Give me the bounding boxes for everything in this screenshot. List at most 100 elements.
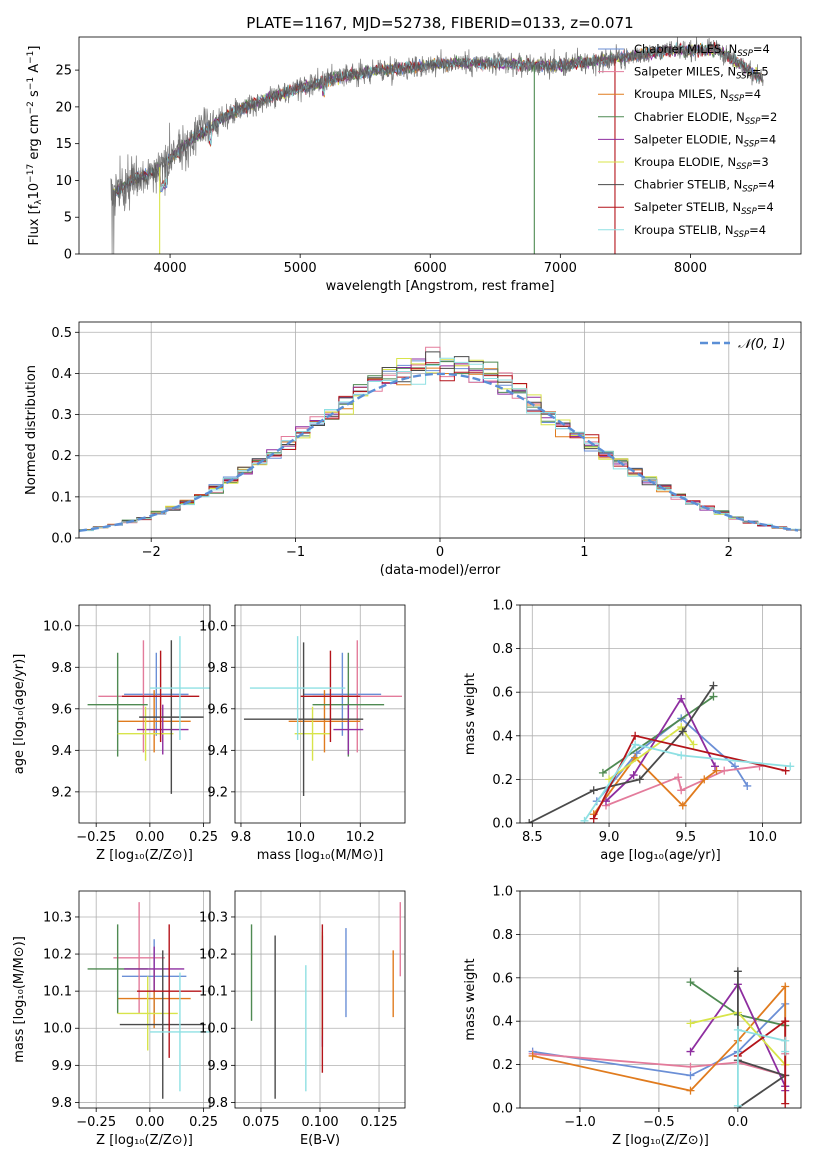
y-tick-label: 9.8 xyxy=(207,661,228,676)
panel-mass_vs_Z: −0.25 0.00 0.25 9.8 9.9 10.0 10.1 10.2 10.3 Z [lo… xyxy=(12,890,218,1148)
legend-subscript: SSP xyxy=(745,117,761,127)
y-tick-label: 0.5 xyxy=(51,326,72,341)
y-label-part: ] xyxy=(27,46,42,51)
point-marker xyxy=(678,727,687,736)
x-tick-label: 8000 xyxy=(674,261,707,276)
y-tick-label: 10.1 xyxy=(43,985,72,1000)
y-label-part: −1 xyxy=(26,77,36,90)
axes-frame xyxy=(519,604,802,824)
legend-value: =4 xyxy=(744,87,761,101)
point-marker xyxy=(580,816,589,823)
legend-text: Kroupa MILES, N xyxy=(634,87,729,101)
legend-value: =4 xyxy=(758,178,775,192)
weight-series xyxy=(737,1028,787,1106)
legend-label: 𝒩(0, 1) xyxy=(738,337,785,352)
panel-age_vs_Z: −0.25 0.00 0.25 9.2 9.4 9.6 9.8 10.0 Z [log₁₀(Z/… xyxy=(12,604,218,863)
panel-spectrum: 4000 5000 6000 7000 8000 0 5 10 15 20 25 wavelength… xyxy=(55,36,802,294)
point-marker xyxy=(686,978,695,987)
x-tick-label: 0 xyxy=(436,545,444,560)
point-marker xyxy=(677,694,686,703)
point-marker xyxy=(689,740,698,749)
y-tick-label: 9.4 xyxy=(51,744,72,759)
x-tick-label: 5000 xyxy=(284,261,317,276)
point-marker xyxy=(589,786,598,795)
legend-text: Kroupa ELODIE, N xyxy=(634,155,736,169)
x-tick-label: −0.5 xyxy=(643,1115,675,1130)
x-tick-label: 0.00 xyxy=(135,1115,164,1130)
panel-weight_vs_age: 8.5 9.0 9.5 10.0 0.0 0.2 0.4 0.6 0.8 1.0 age [log₁… xyxy=(463,599,802,863)
y-tick-label: 10.0 xyxy=(43,1022,72,1037)
legend-subscript: SSP xyxy=(744,139,760,149)
plot-area xyxy=(87,902,210,1099)
point-marker xyxy=(635,775,644,784)
x-tick-label: 6000 xyxy=(414,261,447,276)
y-label-part: −17 xyxy=(26,164,36,183)
panel-mass_vs_ebv: 0.075 0.100 0.125 9.8 9.9 10.0 10.1 10.2 10.3 E(B… xyxy=(199,890,406,1148)
point-marker xyxy=(678,801,687,810)
point-marker xyxy=(743,781,752,790)
weight-series xyxy=(605,696,716,802)
y-tick-label: 0.8 xyxy=(492,642,513,657)
y-label-part: s xyxy=(27,90,42,101)
legend-value: =3 xyxy=(752,155,769,169)
panel-weight_vs_Z: −1.0 −0.5 0.0 0.0 0.2 0.4 0.6 0.8 1.0 Z [log₁₀(Z/… xyxy=(463,885,802,1148)
y-label-part: A xyxy=(27,64,42,77)
legend-label: Kroupa STELIB, NSSP=4 xyxy=(634,223,766,240)
chart-title: PLATE=1167, MJD=52738, FIBERID=0133, z=0… xyxy=(246,14,633,32)
y-tick-label: 15 xyxy=(55,137,72,152)
legend-label: Chabrier ELODIE, NSSP=2 xyxy=(634,110,777,127)
point-marker xyxy=(709,681,718,690)
legend-subscript: SSP xyxy=(736,162,752,172)
plot-area xyxy=(250,902,401,1099)
x-tick-label: 0.0 xyxy=(728,1115,749,1130)
point-marker xyxy=(686,1019,695,1028)
y-tick-label: 0.8 xyxy=(492,928,513,943)
y-tick-label: 9.8 xyxy=(51,1096,72,1111)
plot-area xyxy=(525,681,795,823)
plot-area xyxy=(87,636,210,794)
point-marker xyxy=(711,762,720,771)
legend-subscript: SSP xyxy=(734,230,750,240)
x-tick-label: 1 xyxy=(580,545,588,560)
x-axis-label: age [log₁₀(age/yr)] xyxy=(600,848,721,863)
legend-subscript: SSP xyxy=(737,49,753,59)
y-label-part: 10 xyxy=(27,183,42,200)
axes-frame xyxy=(234,890,406,1109)
x-tick-label: −2 xyxy=(142,545,161,560)
point-marker xyxy=(781,1099,790,1108)
x-tick-label: 10.0 xyxy=(286,830,315,845)
point-marker xyxy=(677,751,686,760)
x-tick-label: 0.075 xyxy=(242,1115,279,1130)
y-tick-label: 0.3 xyxy=(51,408,72,423)
legend-text: Chabrier STELIB, N xyxy=(634,178,742,192)
y-tick-label: 0.2 xyxy=(492,1058,513,1073)
panel-residuals: −2 −1 0 1 2 0.0 0.1 0.2 0.3 0.4 0.5 (data-model)/er… xyxy=(24,321,802,578)
legend-label: Salpeter STELIB, NSSP=4 xyxy=(634,200,774,217)
point-marker xyxy=(631,731,640,740)
point-marker xyxy=(686,1071,695,1080)
point-marker xyxy=(733,1101,742,1108)
weight-series xyxy=(737,971,788,1108)
x-axis-label: mass [log₁₀(M/M⊙)] xyxy=(257,848,384,863)
y-tick-label: 9.6 xyxy=(51,702,72,717)
point-marker xyxy=(674,773,683,782)
y-tick-label: 9.8 xyxy=(51,661,72,676)
y-tick-label: 9.9 xyxy=(207,1059,228,1074)
x-tick-label: 0.100 xyxy=(301,1115,338,1130)
weight-series xyxy=(605,765,760,807)
point-marker xyxy=(686,1047,695,1056)
y-tick-label: 0 xyxy=(64,248,72,263)
y-tick-label: 9.4 xyxy=(207,744,228,759)
weight-series xyxy=(583,743,791,822)
y-tick-label: 0.6 xyxy=(492,971,513,986)
y-axis-label: age [log₁₀(age/yr)] xyxy=(12,654,27,775)
y-tick-label: 10.0 xyxy=(199,1022,228,1037)
point-marker xyxy=(525,819,534,823)
axes-frame xyxy=(78,36,802,255)
x-tick-label: −0.25 xyxy=(76,1115,116,1130)
y-tick-label: 1.0 xyxy=(492,599,513,614)
legend-label: Salpeter MILES, NSSP=5 xyxy=(634,65,769,82)
legend-value: =5 xyxy=(752,65,769,79)
y-tick-label: 25 xyxy=(55,64,72,79)
